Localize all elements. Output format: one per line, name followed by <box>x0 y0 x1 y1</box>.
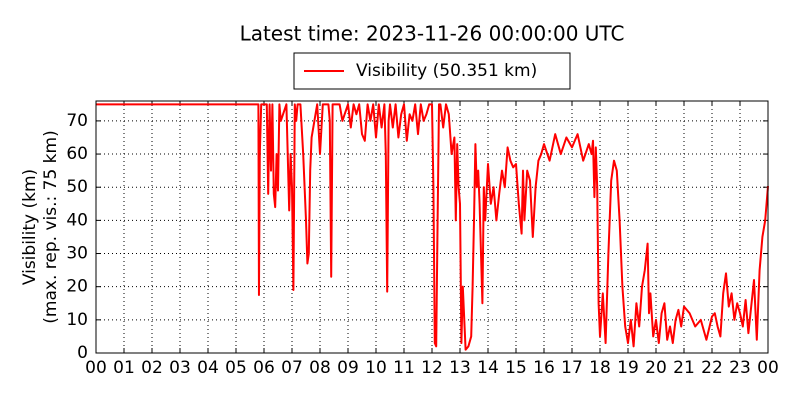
x-tick-label: 03 <box>169 358 191 378</box>
y-axis-label: Visibility (km) <box>20 169 40 285</box>
x-tick-label: 13 <box>449 358 471 378</box>
x-tick-label: 10 <box>365 358 387 378</box>
y-tick-label: 50 <box>66 177 88 197</box>
x-tick-label: 17 <box>561 358 583 378</box>
x-tick-label: 07 <box>281 358 303 378</box>
x-tick-label: 01 <box>113 358 135 378</box>
x-tick-label: 00 <box>757 358 779 378</box>
data-line <box>96 103 769 351</box>
x-tick-label: 21 <box>673 358 695 378</box>
y-tick-label: 60 <box>66 144 88 164</box>
legend: Visibility (50.351 km) <box>293 52 571 90</box>
x-tick-label: 23 <box>729 358 751 378</box>
y-tick-label: 40 <box>66 210 88 230</box>
x-tick-label: 22 <box>701 358 723 378</box>
x-tick-label: 16 <box>533 358 555 378</box>
plot-frame <box>95 100 769 354</box>
y-tick-label: 20 <box>66 277 88 297</box>
y-tick-label: 0 <box>77 343 88 363</box>
x-tick-label: 19 <box>617 358 639 378</box>
y-axis-label: (max. rep. vis.: 75 km) <box>41 130 61 323</box>
y-tick-label: 70 <box>66 111 88 131</box>
x-tick-label: 12 <box>421 358 443 378</box>
legend-label: Visibility (50.351 km) <box>356 61 537 81</box>
y-tick-label: 30 <box>66 244 88 264</box>
x-tick-label: 06 <box>253 358 275 378</box>
x-tick-label: 00 <box>85 358 107 378</box>
x-tick-label: 02 <box>141 358 163 378</box>
x-tick-label: 15 <box>505 358 527 378</box>
x-tick-label: 04 <box>197 358 219 378</box>
chart-title: Latest time: 2023-11-26 00:00:00 UTC <box>240 22 625 46</box>
x-tick-label: 05 <box>225 358 247 378</box>
x-tick-label: 14 <box>477 358 499 378</box>
x-tick-label: 11 <box>393 358 415 378</box>
x-tick-label: 20 <box>645 358 667 378</box>
x-tick-label: 18 <box>589 358 611 378</box>
y-tick-label: 10 <box>66 310 88 330</box>
x-tick-label: 09 <box>337 358 359 378</box>
x-tick-label: 08 <box>309 358 331 378</box>
